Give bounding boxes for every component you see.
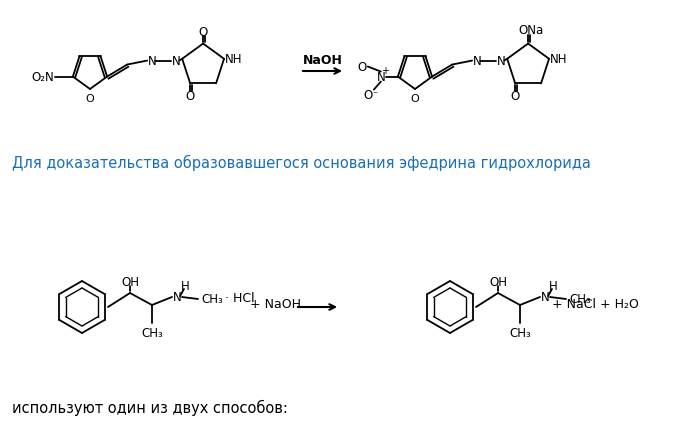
Text: CH₃: CH₃ (201, 293, 223, 306)
Text: используют один из двух способов:: используют один из двух способов: (12, 399, 288, 415)
Text: NH: NH (551, 53, 567, 66)
Text: O: O (511, 90, 520, 102)
Text: O: O (357, 61, 367, 74)
Text: ONa: ONa (519, 24, 544, 37)
Text: OH: OH (489, 276, 507, 289)
Text: CH₃: CH₃ (509, 327, 531, 340)
Text: O₂N: O₂N (31, 71, 54, 84)
Text: O: O (85, 94, 94, 104)
Text: O: O (363, 89, 372, 102)
Text: · HCl: · HCl (225, 292, 255, 305)
Text: + NaCl + H₂O: + NaCl + H₂O (552, 298, 639, 311)
Text: + NaOH: + NaOH (250, 298, 300, 311)
Text: H: H (549, 280, 557, 293)
Text: N: N (473, 55, 481, 68)
Text: H: H (180, 280, 189, 293)
Text: NaOH: NaOH (302, 54, 342, 67)
Text: ⁻: ⁻ (372, 90, 378, 100)
Text: N: N (148, 55, 157, 68)
Text: CH₃: CH₃ (569, 293, 591, 306)
Text: CH₃: CH₃ (141, 327, 163, 340)
Text: Для доказательства образовавшегося основания эфедрина гидрохлорида: Для доказательства образовавшегося основ… (12, 155, 591, 171)
Text: N: N (540, 291, 549, 304)
Text: N: N (376, 71, 385, 84)
Text: N: N (172, 55, 180, 68)
Text: NH: NH (225, 53, 243, 66)
Text: O: O (186, 90, 195, 102)
Text: O: O (199, 26, 207, 39)
Text: N: N (173, 291, 182, 304)
Text: +: + (381, 65, 389, 75)
Text: N: N (497, 55, 506, 68)
Text: O: O (411, 94, 420, 104)
Text: OH: OH (121, 276, 139, 289)
